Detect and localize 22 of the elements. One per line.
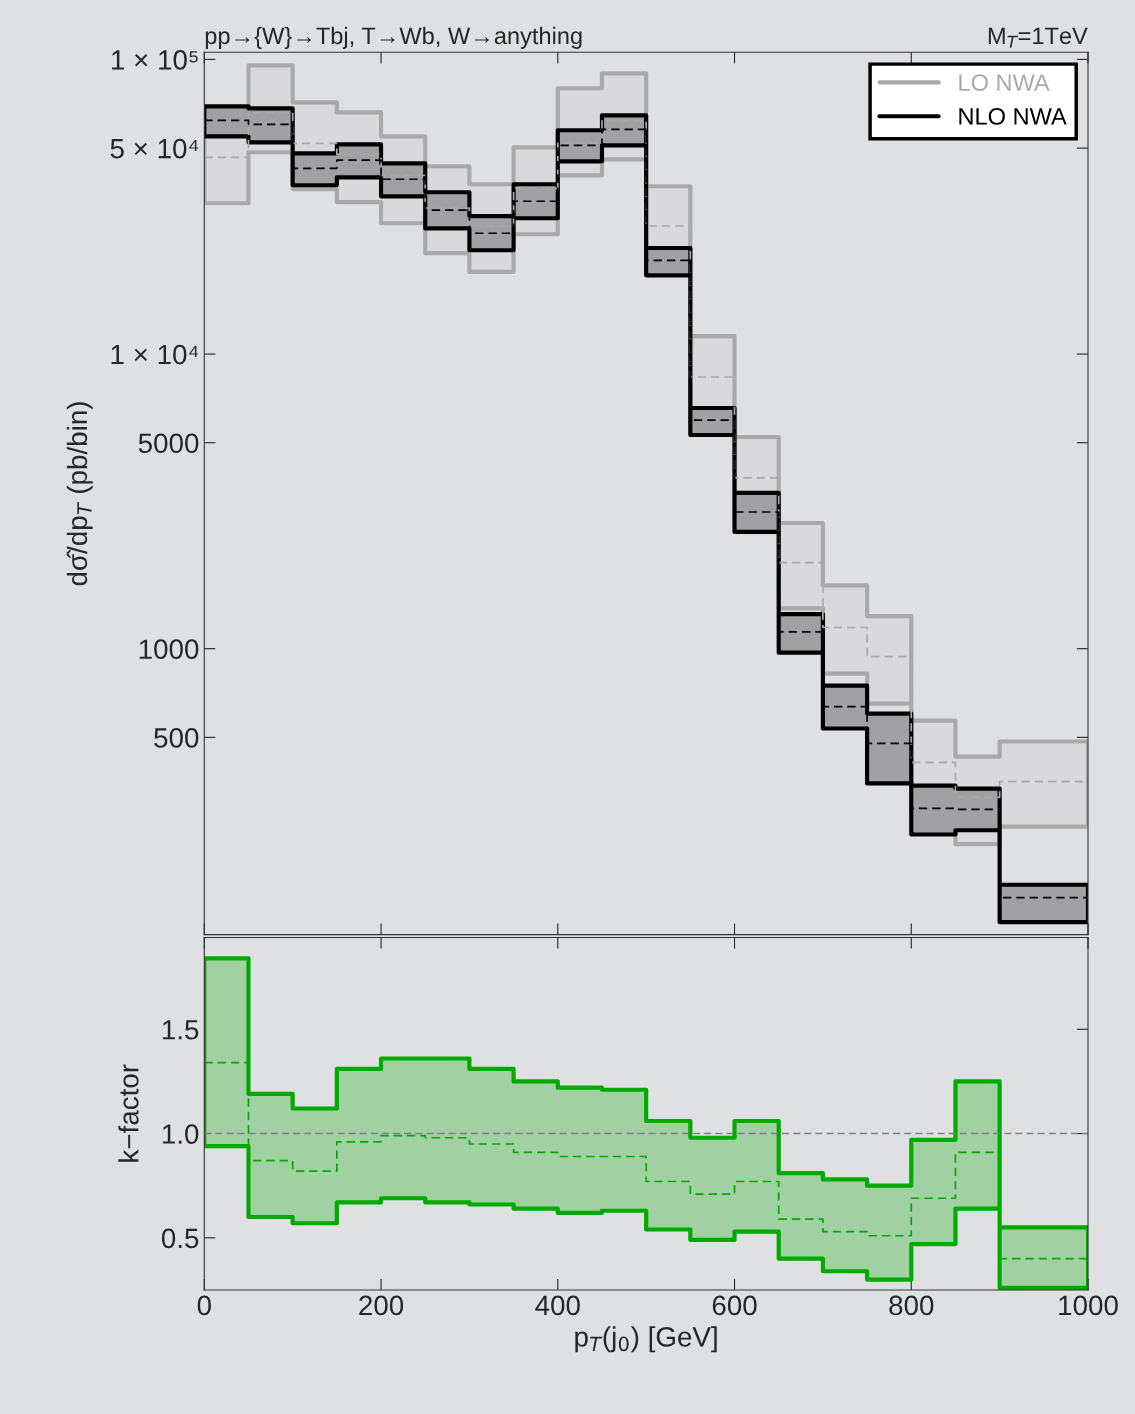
y-axis-title: k−factor (118, 1064, 139, 1162)
x-tick-label: 600 (712, 1295, 757, 1316)
y-tick-label: 1 × 10⁴ (111, 344, 199, 365)
y-tick-label: 500 (154, 728, 199, 748)
y-tick-label: 1 × 10⁵ (112, 50, 198, 70)
x-tick-label: 200 (359, 1295, 404, 1316)
y-tick-label: 0.5 (161, 1228, 199, 1249)
legend-label: NLO NWA (959, 108, 1067, 125)
y-tick-label: 1000 (139, 639, 199, 660)
y-tick-label: 5 × 10⁴ (110, 138, 199, 159)
x-tick-label: 800 (889, 1295, 934, 1316)
y-axis-title: dσ̂/dp$_{T}$ (pb/bin) (66, 402, 93, 586)
y-tick-label: 1.0 (162, 1124, 199, 1144)
x-tick-label: 0 (197, 1295, 211, 1316)
x-axis-title: p$_{T}$(j$_{0}$) [GeV] (575, 1326, 717, 1353)
y-tick-label: 1.5 (162, 1020, 199, 1040)
x-tick-label: 400 (535, 1295, 580, 1316)
chart-subtitle: M$_{T}$=1TeV (988, 27, 1088, 48)
y-tick-label: 5000 (138, 433, 199, 454)
x-tick-label: 1000 (1059, 1295, 1118, 1316)
chart-title: pp→{W}→Tbj, T→Wb, W→anything (205, 26, 582, 49)
legend-label: LO NWA (959, 74, 1050, 91)
